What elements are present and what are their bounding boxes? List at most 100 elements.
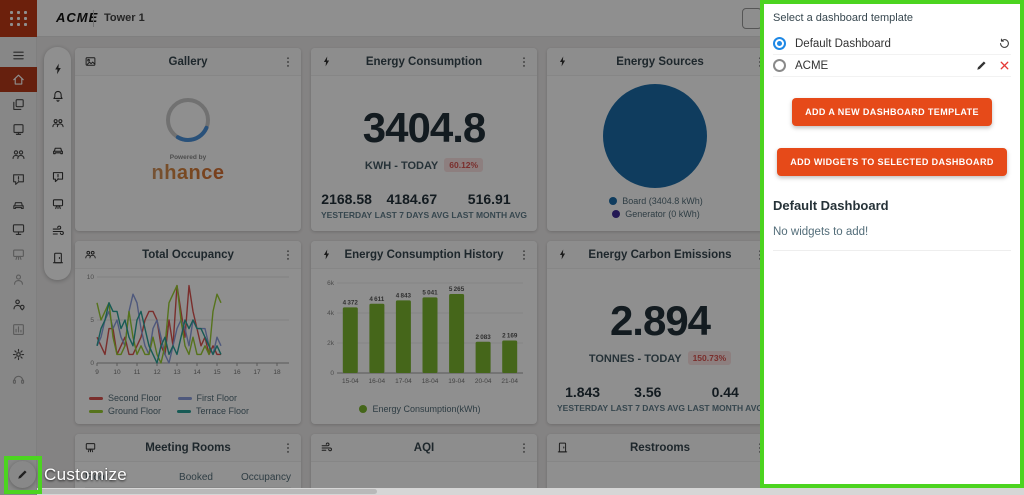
- column-header: Occupancy: [240, 472, 291, 483]
- kpi-stats-row: 1.843 YESTERDAY 3.56 LAST 7 DAYS AVG 0.44 LAS…: [557, 384, 763, 413]
- kpi-change-badge: 150.73%: [687, 351, 732, 365]
- svg-text:15-04: 15-04: [342, 378, 359, 385]
- energy-icon[interactable]: [51, 61, 65, 77]
- site-name: Tower 1: [104, 12, 145, 24]
- kiosk-icon[interactable]: [0, 117, 37, 142]
- customize-button[interactable]: [9, 461, 36, 488]
- stat: 516.91 LAST MONTH AVG: [451, 191, 527, 220]
- stat-value: 3.56: [634, 384, 662, 400]
- card-header: Energy Carbon Emissions: [547, 241, 773, 269]
- support-icon[interactable]: [0, 367, 37, 392]
- restore-icon[interactable]: [998, 37, 1011, 51]
- template-option-default[interactable]: Default Dashboard: [773, 33, 1011, 55]
- brand-logo: ACME: [56, 10, 99, 25]
- card-header: AQI: [311, 434, 537, 462]
- template-option-label: ACME: [795, 59, 829, 72]
- svg-text:5: 5: [90, 317, 94, 324]
- kebab-menu-icon[interactable]: [281, 441, 295, 455]
- svg-text:19-04: 19-04: [448, 378, 465, 385]
- card-energy-history: Energy Consumption History 0 2k 4k 6k 4 372 1…: [311, 241, 537, 424]
- card-gallery: Gallery Powered by nhance: [75, 48, 301, 231]
- empty-widgets-message: No widgets to add!: [773, 226, 1011, 251]
- template-option-acme[interactable]: ACME: [773, 55, 1011, 77]
- lightning-icon: [556, 55, 569, 68]
- stat-label: LAST MONTH AVG: [451, 210, 527, 220]
- kebab-menu-icon[interactable]: [281, 248, 295, 262]
- card-header: Total Occupancy: [75, 241, 301, 269]
- kebab-menu-icon[interactable]: [517, 55, 531, 69]
- edit-pencil-icon[interactable]: [975, 59, 988, 73]
- scrollbar-thumb[interactable]: [37, 489, 377, 494]
- selected-dashboard-heading: Default Dashboard: [773, 198, 889, 213]
- feedback-icon[interactable]: [51, 169, 65, 185]
- aqi-icon[interactable]: [51, 223, 65, 239]
- svg-text:6k: 6k: [327, 280, 335, 287]
- projector-icon[interactable]: [0, 242, 37, 267]
- card-energy-carbon: Energy Carbon Emissions 2.894 TONNES - T…: [547, 241, 773, 424]
- card-energy-sources: Energy Sources Board (3404.8 kWh) Generat…: [547, 48, 773, 231]
- stat: 4184.67 LAST 7 DAYS AVG: [375, 191, 449, 220]
- restrooms-icon[interactable]: [51, 250, 65, 266]
- stat-value: 1.843: [565, 384, 601, 400]
- stat-label: LAST MONTH AVG: [687, 403, 763, 413]
- stat: 1.843 YESTERDAY: [557, 384, 608, 413]
- svg-text:16: 16: [233, 369, 241, 376]
- column-header: Booked: [179, 472, 213, 483]
- pages-icon[interactable]: [0, 92, 37, 117]
- kpi-value: 3404.8: [362, 104, 486, 151]
- feedback-icon[interactable]: [0, 167, 37, 192]
- transport-icon[interactable]: [51, 142, 65, 158]
- people-icon[interactable]: [0, 142, 37, 167]
- person-icon[interactable]: [0, 267, 37, 292]
- pie-chart: [555, 78, 765, 190]
- svg-text:18: 18: [273, 369, 281, 376]
- kebab-menu-icon[interactable]: [281, 55, 295, 69]
- card-title: Meeting Rooms: [145, 441, 231, 454]
- menu-icon[interactable]: [0, 43, 37, 68]
- occupancy-icon[interactable]: [51, 115, 65, 131]
- stat: 0.44 LAST MONTH AVG: [687, 384, 763, 413]
- meeting-rooms-icon[interactable]: [51, 196, 65, 212]
- card-restrooms: Restrooms NANANA: [547, 434, 773, 495]
- svg-text:11: 11: [134, 369, 141, 376]
- transport-icon[interactable]: [0, 192, 37, 217]
- reports-icon[interactable]: [0, 317, 37, 342]
- svg-text:5 041: 5 041: [422, 289, 438, 296]
- svg-text:18-04: 18-04: [422, 378, 439, 385]
- app-launcher-button[interactable]: [0, 0, 37, 37]
- delete-icon[interactable]: [998, 59, 1011, 73]
- radio-unselected[interactable]: [773, 59, 786, 72]
- kpi-unit: TONNES - TODAY: [588, 353, 682, 365]
- svg-text:16-04: 16-04: [369, 378, 386, 385]
- add-widgets-button[interactable]: ADD WIDGETS TO SELECTED DASHBOARD: [777, 148, 1007, 176]
- card-title: Energy Consumption: [365, 55, 483, 68]
- settings-icon[interactable]: [0, 342, 37, 367]
- display-icon[interactable]: [0, 217, 37, 242]
- add-template-button[interactable]: ADD A NEW DASHBOARD TEMPLATE: [792, 98, 992, 126]
- stat-label: LAST 7 DAYS AVG: [610, 403, 685, 413]
- legend-item: Terrace Floor: [177, 406, 249, 416]
- chart-legend: Second Floor First Floor Ground Floor Terra…: [89, 393, 295, 419]
- table-header: Floor Booked Occupancy: [85, 468, 291, 488]
- home-icon[interactable]: [0, 67, 37, 92]
- pencil-icon: [16, 468, 29, 481]
- lightning-icon: [556, 248, 569, 261]
- radio-selected[interactable]: [773, 37, 786, 50]
- stat-label: LAST 7 DAYS AVG: [374, 210, 449, 220]
- card-header: Restrooms: [547, 434, 773, 462]
- loading-spinner: [75, 94, 301, 146]
- kebab-menu-icon[interactable]: [517, 248, 531, 262]
- lightning-icon: [320, 55, 333, 68]
- horizontal-scrollbar[interactable]: [37, 488, 1024, 495]
- kebab-menu-icon[interactable]: [517, 441, 531, 455]
- column-header: Floor: [85, 472, 108, 483]
- grid-menu-icon: [9, 11, 28, 26]
- stat-value: 2168.58: [321, 191, 372, 207]
- svg-text:2k: 2k: [327, 340, 335, 347]
- alerts-icon[interactable]: [51, 88, 65, 104]
- legend-item: Energy Consumption(kWh): [359, 404, 481, 414]
- bar-chart: 0 2k 4k 6k 4 372 15-04 4 611 16-04 4 843 17-04 5 0…: [319, 271, 527, 387]
- visitor-icon[interactable]: [0, 292, 37, 317]
- svg-text:13: 13: [173, 369, 181, 376]
- image-icon: [84, 55, 97, 68]
